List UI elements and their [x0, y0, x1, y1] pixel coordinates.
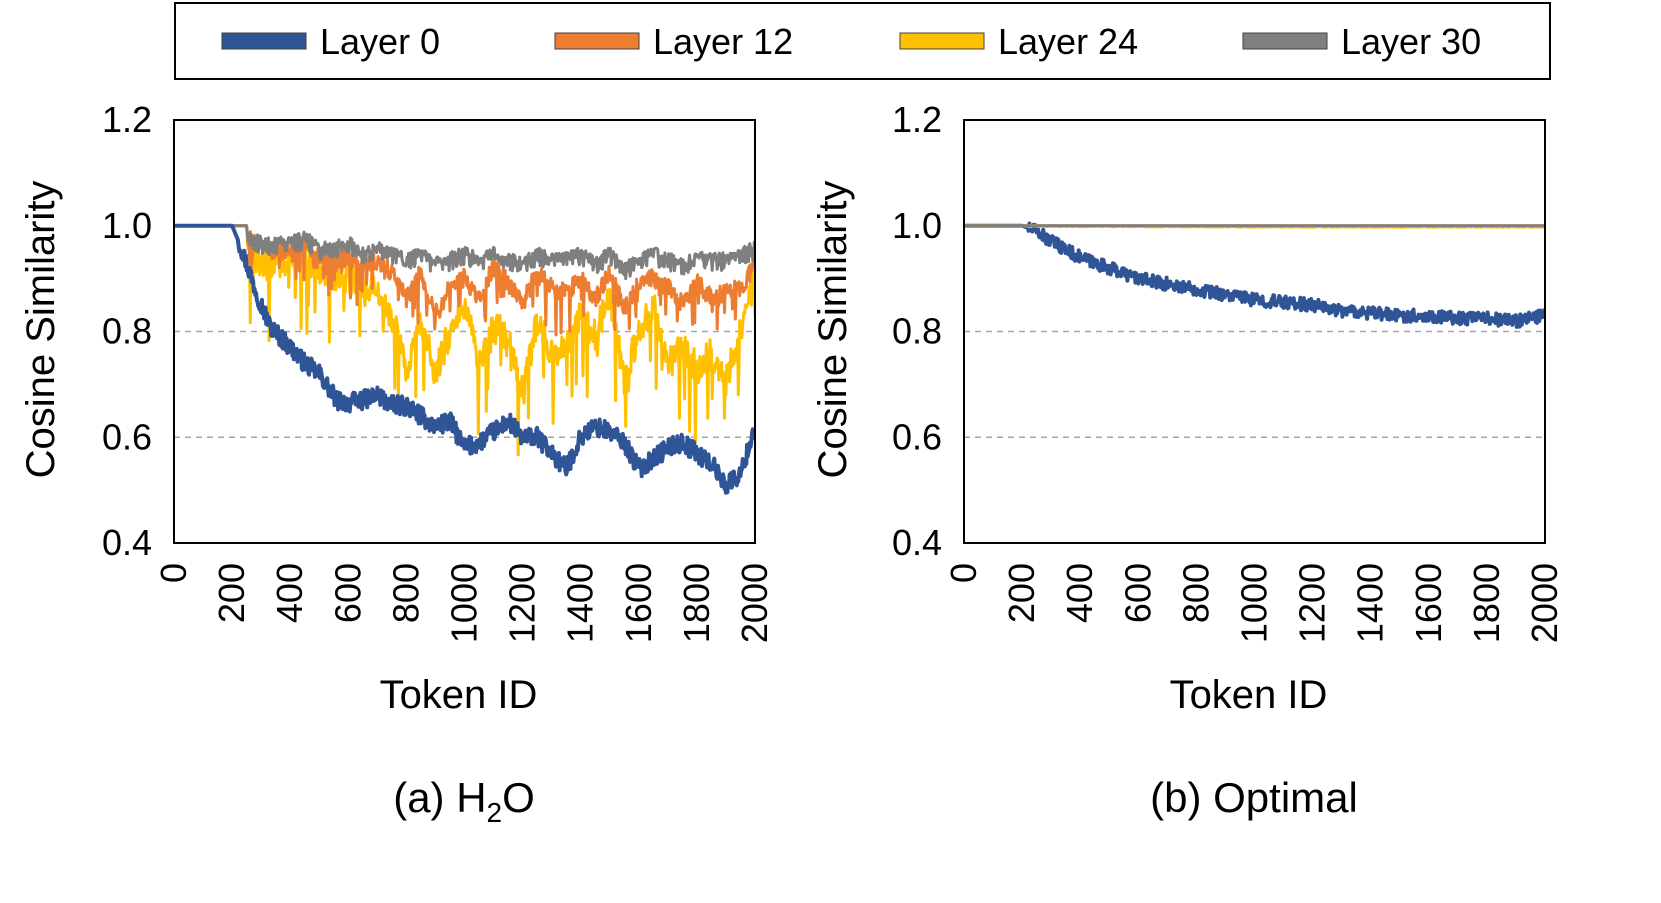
panel-caption: (a) H2O: [393, 774, 535, 828]
y-tick-label: 0.4: [102, 522, 152, 563]
x-tick-label: 600: [327, 563, 368, 623]
series-line-layer-0: [964, 221, 1545, 329]
series-line-layer-30: [174, 224, 755, 281]
plot-frame: [963, 119, 1546, 544]
x-tick-label: 1000: [1234, 563, 1275, 643]
y-tick-label: 1.0: [892, 205, 942, 246]
x-tick-label: 1400: [1350, 563, 1391, 643]
y-tick-label: 0.8: [102, 311, 152, 352]
x-axis-title: Token ID: [1170, 673, 1328, 717]
legend-label-0: Layer 0: [320, 21, 440, 62]
x-tick-label: 2000: [1524, 563, 1565, 643]
x-tick-label: 1000: [444, 563, 485, 643]
x-tick-label: 0: [943, 563, 984, 583]
x-tick-label: 800: [385, 563, 426, 623]
y-tick-label: 0.8: [892, 311, 942, 352]
x-tick-label: 1400: [560, 563, 601, 643]
caption-subscript: 2: [487, 797, 503, 828]
chart-panel-b: 0.4 0.6 0.8 1.0 1.2 0 200 400 600 800 1000 1200 1400…: [811, 99, 1565, 821]
legend-label-2: Layer 24: [998, 21, 1138, 62]
x-tick-label: 200: [1001, 563, 1042, 623]
y-axis-title: Cosine Similarity: [811, 181, 855, 479]
legend-swatch-0: [221, 32, 307, 50]
x-tick-label: 0: [153, 563, 194, 583]
y-tick-label: 0.6: [102, 416, 152, 457]
legend-swatch-3: [1242, 32, 1328, 50]
legend-label-1: Layer 12: [653, 21, 793, 62]
x-tick-label: 400: [269, 563, 310, 623]
panel-caption: (b) Optimal: [1150, 774, 1358, 821]
y-axis-title: Cosine Similarity: [19, 181, 63, 479]
legend-swatch-2: [899, 32, 985, 50]
x-tick-label: 800: [1175, 563, 1216, 623]
y-tick-label: 1.2: [892, 99, 942, 140]
y-tick-label: 1.2: [102, 99, 152, 140]
x-tick-label: 1600: [1408, 563, 1449, 643]
x-tick-label: 2000: [734, 563, 775, 643]
x-tick-label: 400: [1059, 563, 1100, 623]
x-tick-label: 1600: [618, 563, 659, 643]
plot-frame: [173, 119, 756, 544]
y-tick-label: 0.4: [892, 522, 942, 563]
x-tick-label: 1800: [676, 563, 717, 643]
y-tick-label: 0.6: [892, 416, 942, 457]
caption-text: (b) Optimal: [1150, 774, 1358, 821]
series-line-layer-0: [174, 223, 755, 495]
x-tick-label: 200: [211, 563, 252, 623]
y-tick-label: 1.0: [102, 205, 152, 246]
x-axis-title: Token ID: [380, 673, 538, 717]
caption-text: (a) H: [393, 774, 486, 821]
x-tick-label: 1200: [1292, 563, 1333, 643]
legend-label-3: Layer 30: [1341, 21, 1481, 62]
legend-swatch-1: [554, 32, 640, 50]
x-tick-label: 1800: [1466, 563, 1507, 643]
x-tick-label: 600: [1117, 563, 1158, 623]
x-tick-label: 1200: [502, 563, 543, 643]
legend: Layer 0 Layer 12 Layer 24 Layer 30: [174, 2, 1551, 80]
caption-suffix: O: [502, 774, 535, 821]
chart-panel-a: 0.4 0.6 0.8 1.0 1.2 0 200 400 600 800 1000 1200 1400…: [19, 99, 775, 828]
